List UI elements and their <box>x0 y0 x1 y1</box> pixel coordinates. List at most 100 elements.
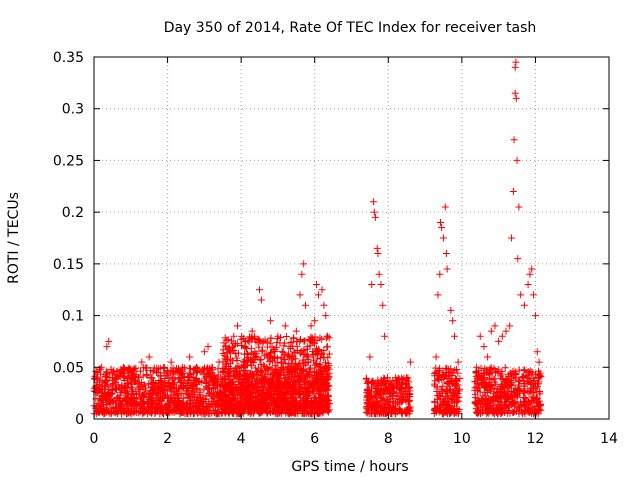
data-point <box>196 368 204 376</box>
data-point <box>485 402 493 410</box>
data-point <box>290 366 298 374</box>
data-point <box>454 358 462 366</box>
data-point <box>471 378 479 386</box>
data-point <box>127 368 135 376</box>
data-point <box>245 333 253 341</box>
data-point <box>221 360 229 368</box>
data-point <box>189 391 197 399</box>
data-point <box>514 404 522 412</box>
data-point <box>406 403 414 411</box>
data-point <box>140 381 148 389</box>
data-point <box>274 332 282 340</box>
data-point <box>263 343 271 351</box>
data-point <box>490 384 498 392</box>
data-point <box>491 375 499 383</box>
data-point <box>498 370 506 378</box>
data-point <box>502 327 510 335</box>
data-point <box>203 365 211 373</box>
data-point <box>258 398 266 406</box>
data-point <box>237 380 245 388</box>
data-point <box>398 374 406 382</box>
data-point <box>296 403 304 411</box>
data-point <box>452 376 460 384</box>
data-point <box>299 356 307 364</box>
data-point <box>267 334 275 342</box>
data-point <box>506 322 514 330</box>
data-point <box>298 405 306 413</box>
data-point <box>322 363 330 371</box>
data-point <box>405 378 413 386</box>
data-point <box>282 333 290 341</box>
data-point <box>215 358 223 366</box>
data-point <box>323 396 331 404</box>
data-point <box>245 404 253 412</box>
data-point <box>294 410 302 418</box>
data-point <box>263 363 271 371</box>
data-point <box>180 374 188 382</box>
data-point <box>377 382 385 390</box>
data-point <box>303 371 311 379</box>
data-point <box>318 335 326 343</box>
data-point <box>480 343 488 351</box>
data-point <box>116 399 124 407</box>
data-point <box>156 379 164 387</box>
data-point <box>288 374 296 382</box>
data-point <box>257 296 265 304</box>
data-point <box>448 378 456 386</box>
data-point <box>369 377 377 385</box>
data-point <box>99 385 107 393</box>
data-point <box>111 375 119 383</box>
data-point <box>263 389 271 397</box>
data-point <box>269 357 277 365</box>
data-point <box>526 377 534 385</box>
y-tick-label: 0 <box>75 412 84 428</box>
data-point <box>310 384 318 392</box>
data-point <box>291 360 299 368</box>
data-point <box>156 396 164 404</box>
data-point <box>370 198 378 206</box>
data-point <box>508 234 516 242</box>
data-point <box>434 291 442 299</box>
data-point <box>520 366 528 374</box>
chart-title: Day 350 of 2014, Rate Of TEC Index for r… <box>164 20 537 36</box>
data-point <box>205 390 213 398</box>
data-point <box>210 394 218 402</box>
data-point <box>484 386 492 394</box>
y-tick-label: 0.05 <box>53 360 84 376</box>
data-point <box>177 400 185 408</box>
data-point <box>290 348 298 356</box>
data-point <box>186 353 194 361</box>
data-point <box>509 367 517 375</box>
data-point <box>483 369 491 377</box>
data-point <box>531 312 539 320</box>
data-point <box>107 383 115 391</box>
data-point <box>313 359 321 367</box>
data-point <box>233 354 241 362</box>
data-point <box>435 408 443 416</box>
data-point <box>174 405 182 413</box>
data-point <box>321 359 329 367</box>
data-point <box>325 362 333 370</box>
data-point <box>233 322 241 330</box>
data-point <box>443 379 451 387</box>
data-point <box>258 347 266 355</box>
data-point <box>313 355 321 363</box>
data-point <box>486 365 494 373</box>
data-point <box>484 353 492 361</box>
data-point <box>316 379 324 387</box>
data-point <box>104 368 112 376</box>
data-point <box>173 402 181 410</box>
axis-ticks <box>93 56 610 420</box>
data-point <box>236 384 244 392</box>
data-point <box>263 377 271 385</box>
data-point <box>439 234 447 242</box>
data-point <box>378 396 386 404</box>
data-point <box>515 203 523 211</box>
data-point <box>297 394 305 402</box>
data-point <box>101 406 109 414</box>
data-point <box>284 377 292 385</box>
data-point <box>277 366 285 374</box>
data-point <box>478 395 486 403</box>
data-point <box>254 386 262 394</box>
data-point <box>230 346 238 354</box>
